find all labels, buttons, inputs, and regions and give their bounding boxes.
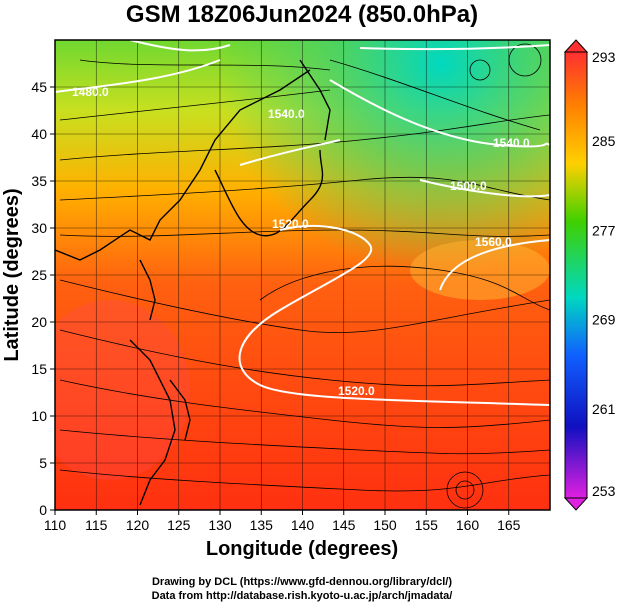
contour-label: 1560.0 <box>475 235 512 249</box>
contour-label: 1520.0 <box>272 217 309 231</box>
y-tick-label: 0 <box>39 502 47 518</box>
wind-streamlines <box>59 43 550 509</box>
y-tick-label: 20 <box>31 314 47 330</box>
x-tick-label: 115 <box>85 517 108 533</box>
x-tick-label: 165 <box>497 517 521 533</box>
colorbar-gradient <box>564 51 588 499</box>
y-tick-label: 5 <box>39 455 47 471</box>
x-tick-label: 145 <box>332 517 356 533</box>
y-tick-label: 45 <box>31 79 47 95</box>
colorbar-tick-label: 261 <box>592 401 616 417</box>
y-axis-label: Latitude (degrees) <box>1 188 23 361</box>
y-tick-labels: 0 5 10 15 20 25 30 35 40 45 <box>31 79 47 518</box>
x-tick-label: 140 <box>291 517 315 533</box>
contour-label: 1540.0 <box>493 136 530 150</box>
x-tick-label: 160 <box>456 517 480 533</box>
colorbar-tick-label: 277 <box>592 222 616 238</box>
x-tick-labels: 110 115 120 125 130 135 140 145 150 155 160 165 <box>44 517 521 533</box>
colorbar-tick-label: 285 <box>592 133 616 149</box>
height-contours <box>55 40 550 406</box>
y-tick-label: 15 <box>31 361 47 377</box>
colorbar: 293 285 277 269 261 253 <box>563 39 616 511</box>
contour-labels: 1480.0 1520.0 1540.0 1500.0 1540.0 1560.… <box>72 85 530 398</box>
colorbar-tick-label: 253 <box>592 483 616 499</box>
chart-title: GSM 18Z06Jun2024 (850.0hPa) <box>126 1 478 28</box>
coastlines <box>55 59 331 506</box>
credit-data: Data from http://database.rish.kyoto-u.a… <box>152 590 453 602</box>
y-tick-label: 40 <box>31 126 47 142</box>
colorbar-bottom-arrow <box>563 497 589 511</box>
contour-label: 1540.0 <box>268 107 305 121</box>
contour-label: 1520.0 <box>338 384 375 398</box>
x-tick-label: 135 <box>250 517 274 533</box>
y-tick-label: 35 <box>31 173 47 189</box>
colorbar-tick-label: 269 <box>592 312 616 328</box>
colorbar-top-arrow <box>563 39 589 53</box>
y-tick-label: 30 <box>31 220 47 236</box>
x-tick-label: 120 <box>126 517 150 533</box>
x-tick-label: 110 <box>44 517 67 533</box>
colorbar-tick-label: 293 <box>592 49 616 65</box>
x-axis-label: Longitude (degrees) <box>206 538 398 560</box>
tick-marks <box>50 86 510 515</box>
x-tick-label: 155 <box>415 517 439 533</box>
y-tick-label: 25 <box>31 267 47 283</box>
x-tick-label: 150 <box>373 517 397 533</box>
contour-label: 1480.0 <box>72 85 109 99</box>
x-tick-label: 125 <box>167 517 191 533</box>
contour-label: 1500.0 <box>450 179 487 193</box>
credit-drawing: Drawing by DCL (https://www.gfd-dennou.o… <box>152 576 452 588</box>
x-tick-label: 130 <box>208 517 232 533</box>
y-tick-label: 10 <box>31 408 47 424</box>
grid-lines <box>55 40 550 510</box>
